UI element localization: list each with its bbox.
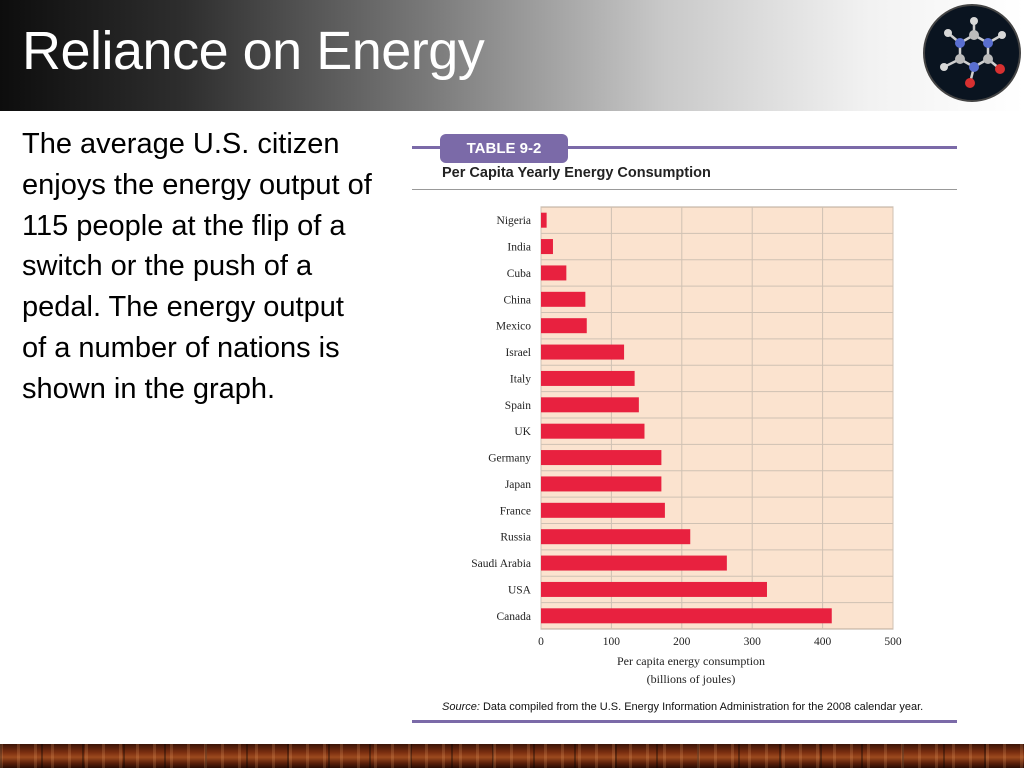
bar-usa [541,581,767,597]
x-tick-label: 500 [884,636,902,648]
category-label: USA [508,584,532,596]
category-label: Mexico [496,321,531,333]
energy-bar-chart: Nigeria India Cuba China Mexico Israel Italy Sp… [471,206,902,686]
category-label: India [507,242,531,254]
bar-china [541,291,586,307]
x-tick-label: 0 [538,636,544,648]
bar-saudi-arabia [541,555,727,571]
category-label: Saudi Arabia [471,558,531,570]
bar-india [541,239,553,255]
bar-nigeria [541,212,547,228]
x-tick-label: 300 [744,636,762,648]
x-tick-label: 100 [603,636,621,648]
category-label: UK [514,426,531,438]
wood-footer-strip [0,744,1024,768]
bar-germany [541,450,662,466]
bar-israel [541,344,625,360]
category-label: Canada [497,611,531,623]
category-label: France [500,505,531,517]
bar-spain [541,397,639,413]
molecule-icon [922,3,1022,103]
category-label: Spain [505,400,531,412]
bar-russia [541,529,691,545]
category-label: Nigeria [497,215,531,227]
category-label: Russia [500,532,531,544]
title-bar [0,0,1024,111]
bar-cuba [541,265,567,281]
source-note: Source: Data compiled from the U.S. Ener… [442,701,923,713]
source-prefix: Source: [442,701,480,713]
bar-japan [541,476,662,492]
bar-italy [541,370,635,386]
bar-france [541,502,665,518]
category-label: Cuba [507,268,531,280]
figure-bottom-rule [412,720,957,723]
x-tick-label: 400 [814,636,832,648]
category-label: Italy [510,373,531,385]
slide-title: Reliance on Energy [22,21,485,81]
table-label: TABLE 9-2 [440,134,568,163]
figure-top-rule [412,146,957,149]
body-text: The average U.S. citizen enjoys the ener… [22,128,372,405]
category-label: Japan [505,479,531,491]
x-axis-label-line-1: Per capita energy consumption [617,654,765,668]
bar-mexico [541,318,587,334]
category-label: Germany [488,453,531,465]
table-title: Per Capita Yearly Energy Consumption [442,165,711,181]
source-text: Data compiled from the U.S. Energy Infor… [479,701,924,713]
bar-canada [541,608,832,624]
figure-divider [412,189,957,190]
x-tick-label: 200 [673,636,691,648]
bar-uk [541,423,645,439]
x-axis-label-line-2: (billions of joules) [647,672,736,686]
table-figure: TABLE 9-2 Per Capita Yearly Energy Consu… [412,132,958,728]
category-label: Israel [505,347,531,359]
category-label: China [504,294,531,306]
